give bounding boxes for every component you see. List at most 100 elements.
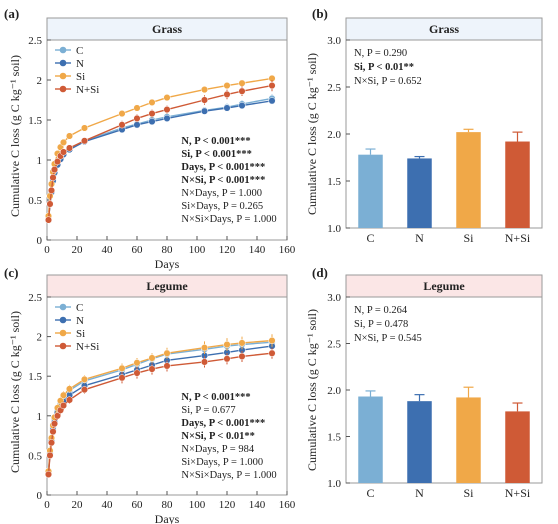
data-point [65, 132, 74, 140]
x-tick-label: 160 [279, 499, 296, 511]
legend-label: Si [76, 328, 85, 340]
data-point [200, 344, 209, 352]
series-n-si [44, 80, 276, 224]
data-point [133, 104, 141, 112]
data-point [163, 94, 171, 102]
legend-marker [59, 46, 67, 54]
y-tick-label: 0.5 [28, 450, 42, 462]
stat-line: N, P = 0.290 [354, 48, 407, 59]
data-point [46, 200, 54, 208]
data-point [223, 82, 231, 90]
data-point [50, 166, 59, 174]
data-point [238, 352, 246, 360]
data-point [118, 364, 126, 372]
data-point [133, 121, 141, 129]
bar-n [407, 158, 432, 228]
data-point [118, 121, 126, 129]
stat-line: N×Si, P < 0.001*** [181, 175, 265, 186]
panel-letter: (b) [312, 6, 328, 21]
bar-n [407, 401, 432, 483]
chart-title: Grass [152, 22, 182, 36]
stat-line: Si×Days, P = 1.000 [181, 457, 263, 468]
data-point [223, 340, 231, 349]
data-point [200, 358, 209, 366]
panel-letter: (c) [4, 265, 18, 280]
legend-marker [59, 303, 67, 311]
legend-label: C [76, 45, 83, 57]
x-tick-label: 40 [102, 244, 114, 256]
y-tick-label: 2.5 [327, 339, 341, 351]
x-tick-label: 0 [44, 244, 50, 256]
data-point [238, 79, 246, 87]
bar-n-si [505, 141, 530, 228]
y-tick-label: 1.5 [28, 371, 42, 383]
y-tick-label: 2 [37, 75, 43, 87]
y-tick-label: 1.5 [327, 432, 341, 444]
stat-line: Days, P < 0.001*** [181, 162, 265, 173]
y-tick-label: 2.5 [28, 35, 42, 47]
legend-label: N [76, 58, 84, 70]
legend-label: Si [76, 71, 85, 83]
stat-line: Si, P = 0.478 [354, 319, 408, 330]
stat-line: N, P < 0.001*** [181, 392, 250, 403]
x-tick-label: 20 [72, 244, 84, 256]
x-tick-label: 120 [219, 244, 236, 256]
x-tick-label: 0 [44, 499, 50, 511]
data-point [163, 362, 171, 370]
legend-marker [59, 329, 67, 337]
y-tick-label: 2.5 [28, 292, 42, 304]
data-point [80, 386, 89, 394]
stat-line: Si×Days, P = 0.265 [181, 201, 263, 212]
legend-label: N [76, 315, 84, 327]
title-banner [46, 274, 288, 298]
legend-marker [59, 72, 67, 80]
data-point [268, 82, 276, 90]
data-point [148, 354, 156, 362]
data-point [47, 439, 56, 447]
x-axis-label: Days [155, 257, 180, 271]
data-point [268, 337, 276, 345]
data-point [200, 96, 209, 104]
legend-marker [59, 85, 67, 93]
data-point [238, 87, 246, 95]
data-point [223, 355, 231, 363]
stat-line: N×Si×Days, P = 1.000 [181, 470, 276, 481]
stat-line: N×Si, P = 0.545 [354, 333, 422, 344]
series-n-si [44, 347, 276, 478]
legend-label: N+Si [76, 84, 99, 96]
data-point [200, 107, 209, 115]
bar-si [456, 132, 481, 228]
x-tick-label: 60 [132, 244, 144, 256]
x-tick-label: 100 [189, 499, 206, 511]
stats-annotation: N, P < 0.001*** Si, P < 0.001*** Days, P <… [181, 136, 276, 225]
data-point [133, 369, 141, 377]
stat-line: N, P < 0.001*** [181, 136, 250, 147]
stats-annotation: N, P = 0.290 Si, P < 0.01** N×Si, P = 0.65… [354, 48, 422, 87]
data-point [238, 102, 246, 110]
data-point [118, 110, 126, 118]
data-point [163, 106, 171, 114]
stats-annotation: N, P = 0.264 Si, P = 0.478 N×Si, P = 0.545 [354, 305, 422, 344]
data-point [118, 374, 126, 382]
bar-chart-legume: Legume 1.0 1.5 2.0 2.5 3.0 Cumulative C loss (… [305, 274, 543, 500]
data-point [50, 420, 59, 428]
bar-si [456, 397, 481, 483]
x-tick-label: 80 [162, 244, 174, 256]
data-point [44, 216, 53, 224]
legend-marker [59, 59, 67, 67]
bar-c [358, 396, 383, 483]
data-point [53, 158, 62, 166]
x-tick-label: N [415, 486, 424, 500]
x-tick-label: C [366, 486, 374, 500]
y-tick-label: 1.0 [327, 478, 341, 490]
y-axis-label: Cumulative C loss (g C kg⁻¹ soil) [8, 311, 22, 473]
stat-line: Si, P = 0.677 [181, 405, 235, 416]
line-chart-grass: Grass 0 0.5 1 1.5 2 2.5 0 20 40 60 80 100 120 140 160 Da… [8, 17, 296, 271]
y-tick-label: 0 [37, 490, 43, 502]
bar-chart-grass: Grass 1.0 1.5 2.0 2.5 3.0 Cumulative C loss (g… [305, 17, 543, 245]
data-point [44, 470, 53, 478]
data-point [49, 428, 57, 436]
data-point [49, 174, 57, 182]
